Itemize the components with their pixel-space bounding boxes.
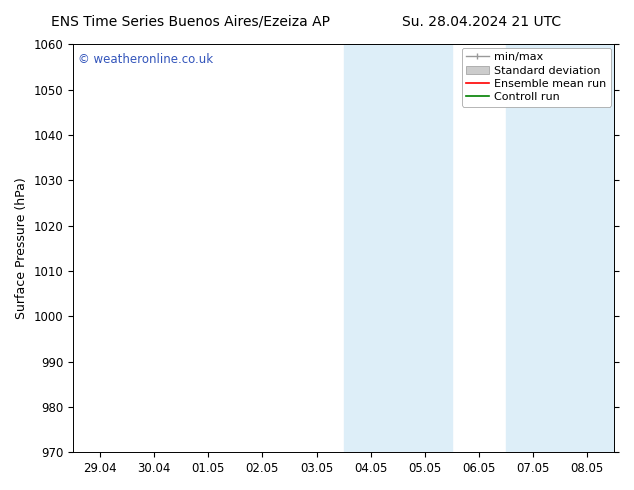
Y-axis label: Surface Pressure (hPa): Surface Pressure (hPa) [15,177,28,319]
Bar [344,45,452,452]
Text: © weatheronline.co.uk: © weatheronline.co.uk [79,52,214,66]
Text: ENS Time Series Buenos Aires/Ezeiza AP: ENS Time Series Buenos Aires/Ezeiza AP [51,15,330,29]
Bar [506,45,614,452]
Text: Su. 28.04.2024 21 UTC: Su. 28.04.2024 21 UTC [403,15,561,29]
Legend: min/max, Standard deviation, Ensemble mean run, Controll run: min/max, Standard deviation, Ensemble me… [462,48,611,107]
